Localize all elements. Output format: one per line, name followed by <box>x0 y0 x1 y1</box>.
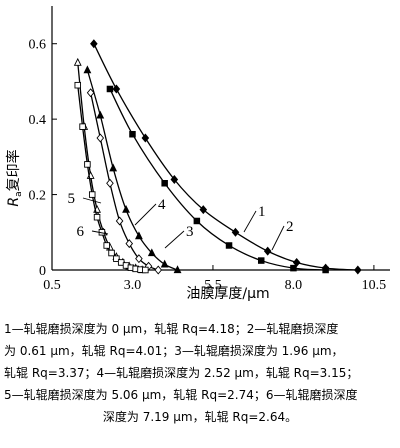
series-2-point <box>322 266 329 274</box>
series-1-point <box>231 227 240 237</box>
callout-label-2: 2 <box>286 219 294 235</box>
caption-line-3: 轧辊 Rq=3.37；4—轧辊磨损深度为 2.52 μm，轧辊 Rq=3.15； <box>4 366 359 380</box>
callout-leader-5 <box>82 197 102 204</box>
series-6-point <box>88 191 96 198</box>
series-4-point <box>106 178 114 188</box>
series-2-point <box>161 180 168 187</box>
series-1-point <box>141 133 150 143</box>
y-axis-label-rest: 复印率 <box>5 149 22 191</box>
caption-line-4: 5—轧辊磨损深度为 5.06 μm，轧辊 Rq=2.74；6—轧辊磨损深度 <box>4 388 358 402</box>
x-tick-label: 10.5 <box>362 278 387 293</box>
chart: 0.5 3.0 5.5 8.0 10.5 0 0.2 0.4 0.6 1 2 3 4 5 6 油膜厚度/… <box>5 6 390 302</box>
axes <box>51 6 390 271</box>
series-1-point <box>170 174 179 184</box>
series-6-point <box>79 123 86 130</box>
series-1-line <box>93 43 358 271</box>
callout-label-3: 3 <box>186 224 194 240</box>
series-6-point <box>84 161 91 168</box>
x-tick-label: 3.0 <box>124 278 142 293</box>
series-6-point <box>103 242 110 249</box>
series-6-point <box>142 266 149 274</box>
series-4-point <box>86 88 95 98</box>
series-4-point <box>125 239 134 249</box>
series-1 <box>90 39 362 275</box>
caption-line-5: 深度为 7.19 μm，轧辊 Rq=2.64。 <box>102 410 298 424</box>
y-tick-label: 0 <box>39 264 46 279</box>
series-4-point <box>96 133 105 143</box>
series-3-point <box>134 231 143 240</box>
y-tick-label: 0.6 <box>29 38 47 53</box>
series-2-point <box>193 217 201 225</box>
callout-label-1: 1 <box>258 204 266 220</box>
figure-caption: 1—轧辊磨损深度为 0 μm，轧辊 Rq=4.18；2—轧辊磨损深度 为 0.6… <box>4 318 396 428</box>
y-tick-label: 0.2 <box>29 189 47 204</box>
series-3-point <box>96 110 105 119</box>
series-6 <box>74 81 149 274</box>
series-5-point <box>73 57 82 66</box>
y-axis-label-sub: a <box>14 191 24 197</box>
series-2-point <box>129 130 136 138</box>
series-1-point <box>263 246 272 256</box>
series-1-point <box>354 265 362 275</box>
x-tick-label: 5.5 <box>204 278 222 293</box>
callout-leader-6 <box>91 230 109 235</box>
series-callouts: 1 2 3 4 5 6 <box>68 191 294 251</box>
series-3-point <box>160 259 169 268</box>
callout-label-4: 4 <box>158 197 166 213</box>
series-6-point <box>108 249 115 257</box>
series-6-point <box>93 213 101 221</box>
series-3-point <box>109 163 118 172</box>
series-2-point <box>225 242 233 249</box>
y-axis-label: Ra复印率 <box>5 149 24 206</box>
callout-leader-4 <box>134 203 157 226</box>
series-4-point <box>154 265 163 275</box>
series-3-point <box>122 204 130 213</box>
x-axis-ticks: 0.5 3.0 5.5 8.0 10.5 <box>43 265 386 293</box>
caption-line-1: 1—轧辊磨损深度为 0 μm，轧辊 Rq=4.18；2—轧辊磨损深度 <box>4 322 339 336</box>
x-tick-label: 8.0 <box>285 278 303 293</box>
series-3-point <box>83 65 92 74</box>
series-2-point <box>290 264 297 272</box>
series-3-point <box>173 265 182 274</box>
callout-label-6: 6 <box>77 224 85 240</box>
x-axis-label: 油膜厚度/μm <box>186 286 269 302</box>
x-tick-label: 0.5 <box>43 278 61 293</box>
series-layer <box>73 39 362 275</box>
series-6-point <box>113 255 120 262</box>
series-4 <box>86 88 163 275</box>
y-axis-label-main: R <box>6 197 22 207</box>
series-1-point <box>199 205 208 215</box>
series-2-line <box>109 88 326 271</box>
callout-leader-1 <box>243 210 257 233</box>
callout-leader-2 <box>271 225 285 251</box>
callout-leader-3 <box>164 230 185 249</box>
callout-label-5: 5 <box>68 191 76 207</box>
series-2 <box>106 85 329 274</box>
series-3-line <box>86 69 178 271</box>
series-6-point <box>74 81 82 89</box>
series-2-point <box>257 257 265 264</box>
y-tick-label: 0.4 <box>29 113 47 128</box>
series-4-point <box>115 216 124 226</box>
series-3-point <box>147 248 156 257</box>
caption-line-2: 为 0.61 μm，轧辊 Rq=4.01；3—轧辊磨损深度为 1.96 μm， <box>4 344 344 358</box>
y-axis-ticks: 0 0.2 0.4 0.6 <box>29 38 57 279</box>
series-4-point <box>135 254 143 264</box>
series-2-point <box>106 85 114 93</box>
series-1-point <box>90 39 98 49</box>
series-1-point <box>112 84 121 94</box>
series-3 <box>83 65 182 274</box>
